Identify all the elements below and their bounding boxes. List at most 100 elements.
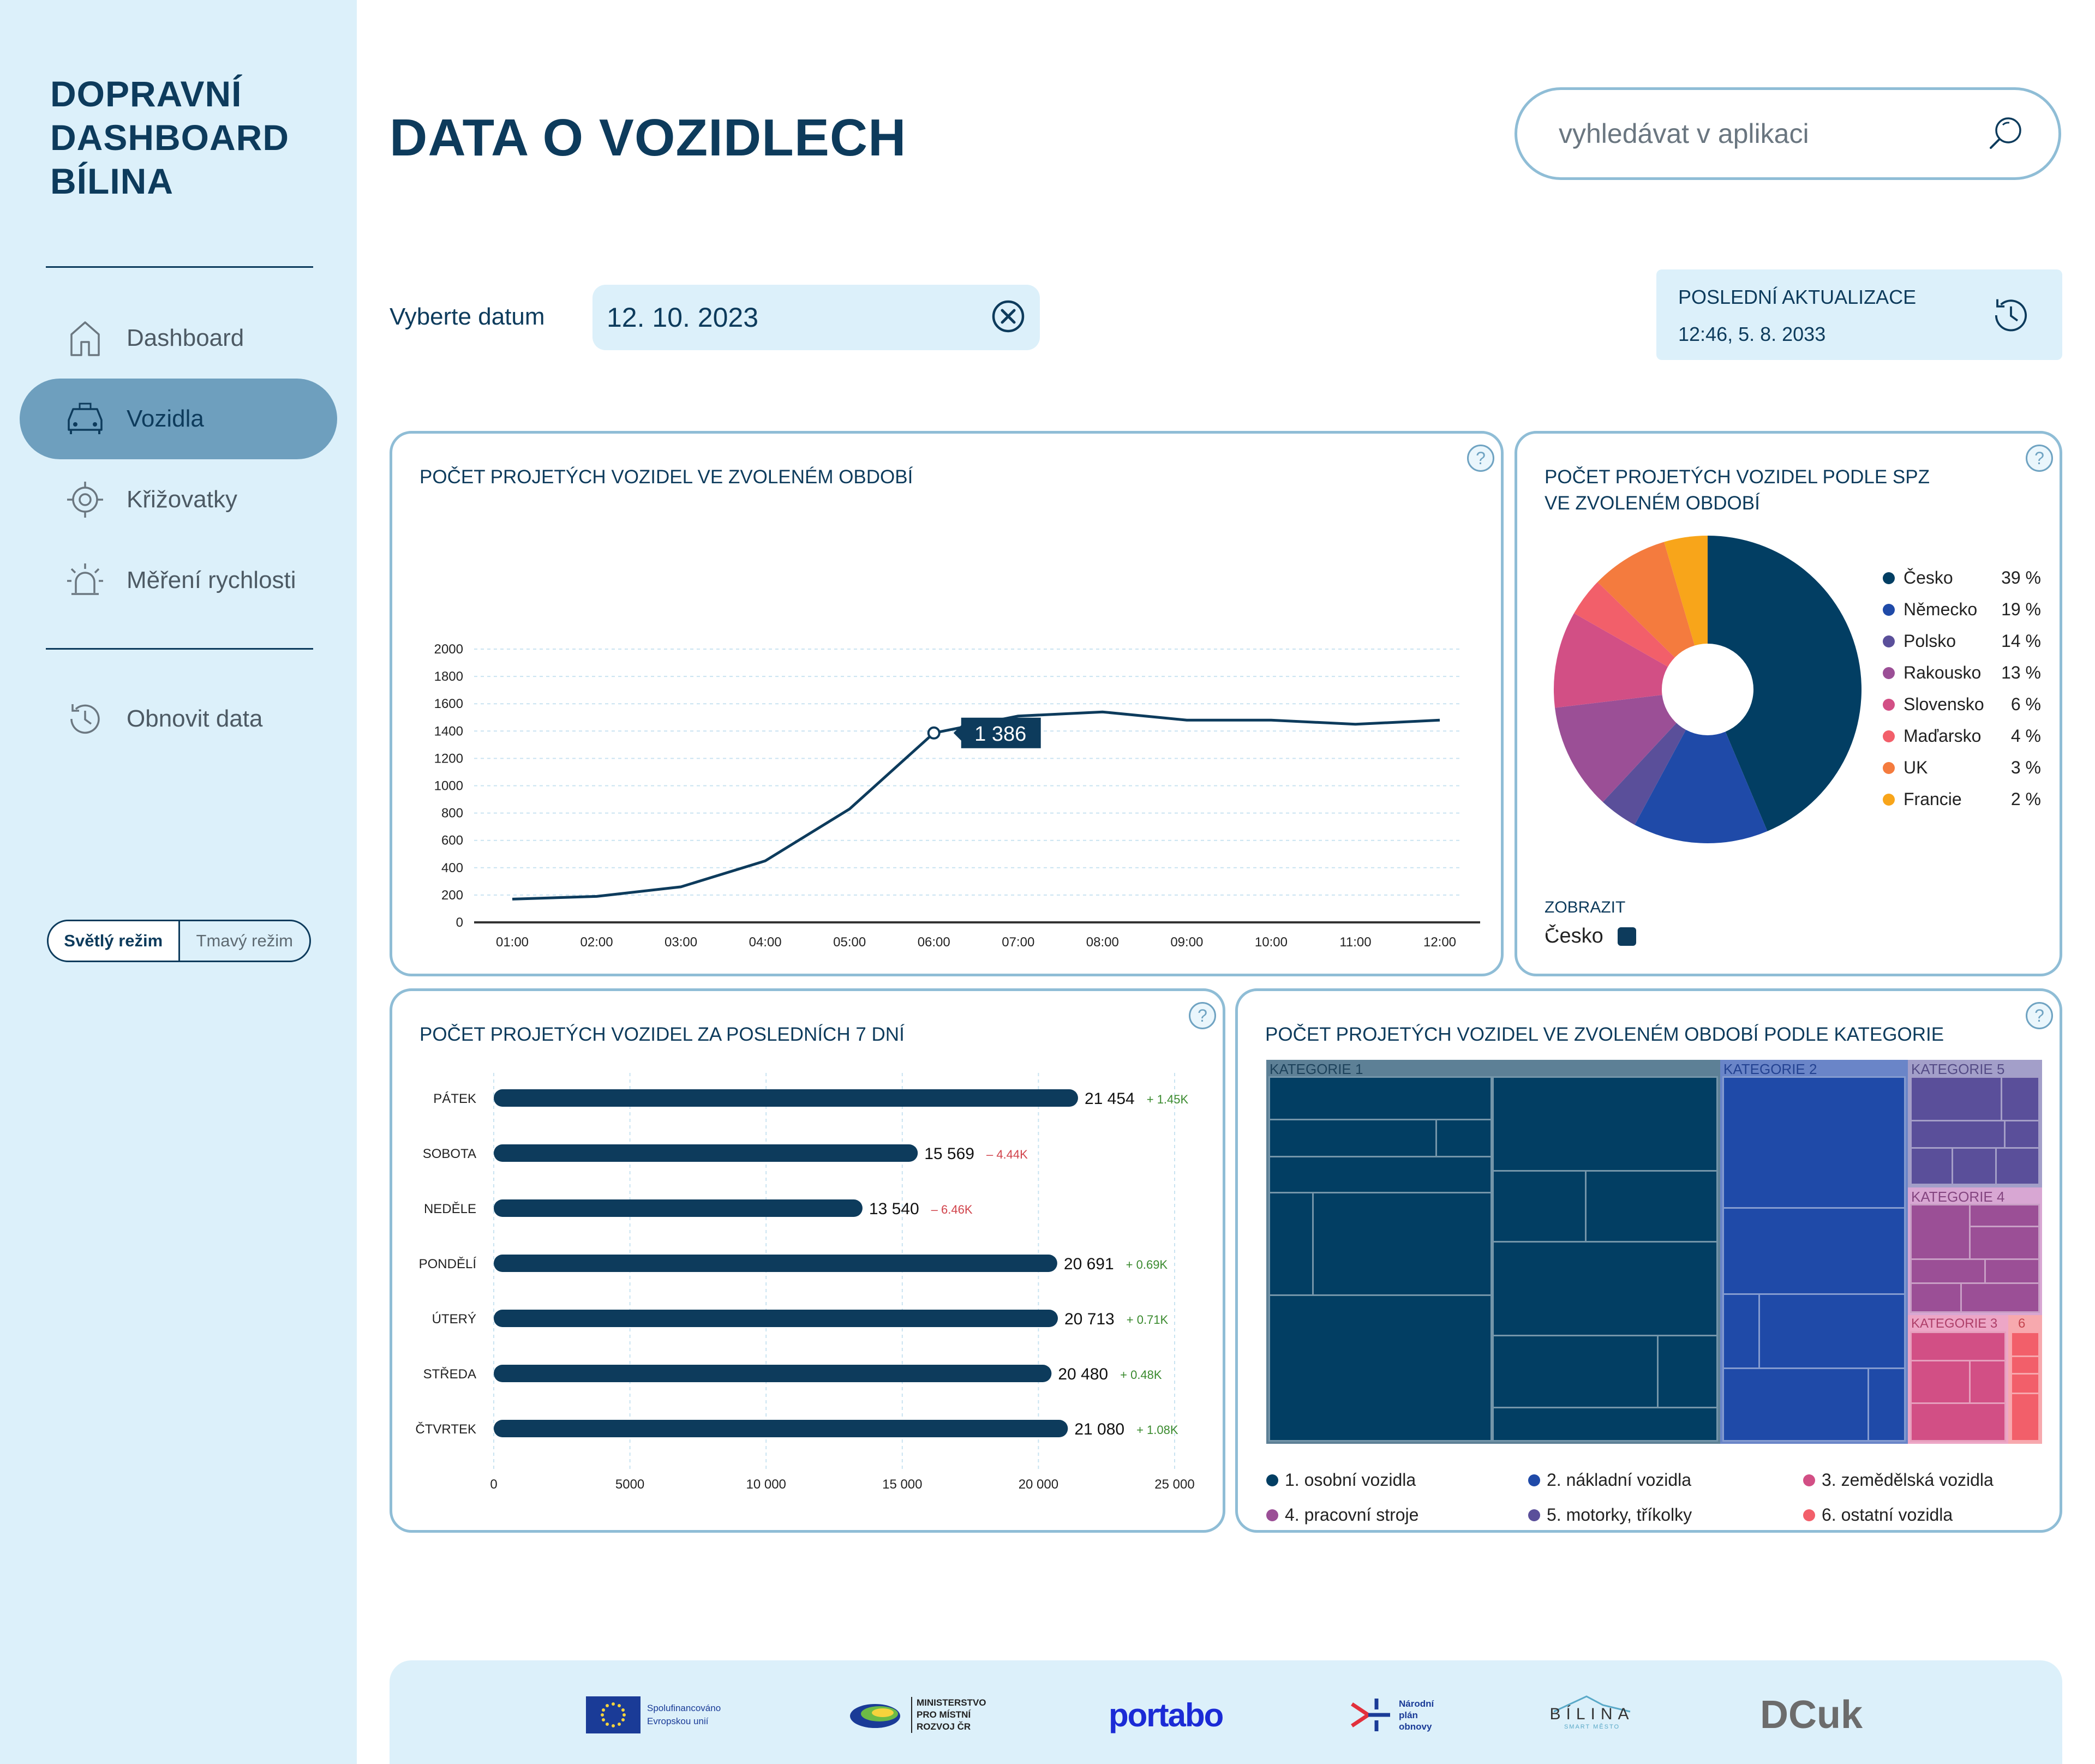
eu-logo-text: Spolufinancováno bbox=[647, 1703, 721, 1713]
bar-value-label: 20 691 bbox=[1064, 1255, 1114, 1273]
app-title: DOPRAVNÍ DASHBOARD BÍLINA bbox=[50, 72, 334, 203]
y-tick-label: 600 bbox=[441, 833, 463, 848]
legend-marker bbox=[1266, 1474, 1278, 1486]
legend-value: 3 % bbox=[2010, 758, 2041, 777]
bar-value-label: 21 080 bbox=[1074, 1420, 1124, 1438]
eu-logo: Spolufinancováno Evropskou unií bbox=[586, 1693, 721, 1737]
line-chart: 0 200 400 600 800 1000 1200 1400 1600 1800 2000 01:… bbox=[434, 642, 1480, 950]
pie-slice-česko bbox=[1708, 536, 1861, 831]
sidebar-item-dashboard[interactable]: Dashboard bbox=[20, 298, 337, 379]
clear-date-icon[interactable] bbox=[991, 299, 1026, 337]
sidebar: DOPRAVNÍ DASHBOARD BÍLINA Dashboard Vozi… bbox=[0, 0, 357, 1764]
treemap-cell bbox=[1995, 1147, 2040, 1185]
sidebar-item-krizovatky[interactable]: Křižovatky bbox=[20, 459, 337, 540]
data-label-bubble bbox=[953, 717, 1041, 748]
npo-logo-text: Národní bbox=[1399, 1698, 1434, 1709]
x-tick-label: 0 bbox=[490, 1477, 497, 1492]
treemap-group-6: 6 bbox=[2008, 1315, 2042, 1444]
treemap-cell bbox=[1984, 1258, 2040, 1285]
legend-marker bbox=[1883, 667, 1895, 679]
sidebar-divider bbox=[46, 266, 313, 268]
treemap-cell bbox=[1722, 1367, 1870, 1442]
y-tick-label: STŘEDA bbox=[423, 1367, 476, 1382]
legend-label: Polsko bbox=[1904, 631, 1956, 651]
bar bbox=[494, 1144, 918, 1162]
x-tick-label: 10:00 bbox=[1255, 935, 1288, 950]
app-title-line: BÍLINA bbox=[50, 161, 173, 201]
x-tick-label: 15 000 bbox=[882, 1477, 922, 1492]
help-icon[interactable]: ? bbox=[1189, 1002, 1216, 1029]
treemap-cell bbox=[1722, 1076, 1906, 1209]
bar-chart-card: POČET PROJETÝCH VOZIDEL ZA POSLEDNÍCH 7 … bbox=[390, 988, 1225, 1533]
y-tick-label: ČTVRTEK bbox=[415, 1421, 476, 1437]
search-bar bbox=[1515, 87, 2061, 180]
treemap-cell bbox=[1758, 1293, 1906, 1370]
treemap-cell bbox=[1268, 1294, 1492, 1442]
treemap-cell bbox=[1492, 1241, 1718, 1337]
treemap-cell bbox=[2001, 1076, 2040, 1122]
legend-label: Maďarsko bbox=[1904, 726, 1982, 746]
treemap-cell bbox=[1910, 1147, 1954, 1185]
treemap-cell bbox=[1722, 1207, 1906, 1295]
treemap-group-label: KATEGORIE 1 bbox=[1270, 1061, 1363, 1077]
sidebar-divider bbox=[46, 648, 313, 650]
treemap-cell bbox=[1910, 1282, 1962, 1313]
portabo-logo: portabo bbox=[1109, 1696, 1224, 1733]
y-tick-label: 0 bbox=[456, 915, 463, 930]
legend-item: 5. motorky, tříkolky bbox=[1528, 1505, 1692, 1525]
dark-mode-option[interactable]: Tmavý režim bbox=[196, 931, 293, 950]
mmr-logo-text: ROZVOJ ČR bbox=[917, 1721, 971, 1732]
y-tick-label: 200 bbox=[441, 888, 463, 903]
date-picker[interactable]: 12. 10. 2023 bbox=[592, 285, 1040, 350]
bar-value-label: 20 713 bbox=[1064, 1310, 1115, 1328]
legend-marker bbox=[1883, 793, 1895, 806]
legend-label: 4. pracovní stroje bbox=[1285, 1505, 1419, 1525]
footer-partners: Spolufinancováno Evropskou unií MINISTER… bbox=[390, 1660, 2062, 1764]
legend-marker bbox=[1883, 572, 1895, 584]
app-title-line: DASHBOARD bbox=[50, 117, 289, 158]
chart-title: POČET PROJETÝCH VOZIDEL PODLE SPZ VE ZVO… bbox=[1545, 464, 1930, 517]
eu-logo-text: Evropskou unií bbox=[647, 1716, 709, 1726]
treemap-group-label: KATEGORIE 5 bbox=[1911, 1061, 2005, 1077]
help-icon[interactable]: ? bbox=[1467, 445, 1494, 472]
help-icon[interactable]: ? bbox=[2026, 1002, 2053, 1029]
chart-title-line: POČET PROJETÝCH VOZIDEL PODLE SPZ bbox=[1545, 466, 1930, 488]
bar-value-label: 15 569 bbox=[924, 1145, 974, 1163]
date-value[interactable]: 12. 10. 2023 bbox=[607, 302, 759, 333]
legend-label: Rakousko bbox=[1904, 663, 1982, 682]
help-icon[interactable]: ? bbox=[2026, 445, 2053, 472]
treemap-cell bbox=[1492, 1407, 1718, 1442]
legend-value: 14 % bbox=[2001, 631, 2041, 651]
dcuk-logo: DCuk bbox=[1760, 1693, 1863, 1737]
treemap-group-label: KATEGORIE 3 bbox=[1911, 1316, 1998, 1331]
treemap-cell bbox=[1722, 1293, 1761, 1370]
search-icon[interactable] bbox=[1986, 113, 2026, 155]
treemap-cell bbox=[1969, 1360, 2006, 1405]
legend-label: 2. nákladní vozidla bbox=[1547, 1470, 1692, 1490]
legend-marker bbox=[1883, 635, 1895, 647]
y-tick-label: 1200 bbox=[434, 751, 463, 766]
sidebar-item-vozidla[interactable]: Vozidla bbox=[20, 379, 337, 459]
legend-item: 6. ostatní vozidla bbox=[1803, 1505, 1953, 1525]
legend-item: Francie 2 % bbox=[1883, 789, 2041, 809]
treemap-group-3: KATEGORIE 3 bbox=[1908, 1315, 2008, 1444]
legend-item: Maďarsko 4 % bbox=[1883, 726, 2041, 746]
sidebar-item-mereni-rychlosti[interactable]: Měření rychlosti bbox=[20, 540, 337, 621]
treemap-card: POČET PROJETÝCH VOZIDEL VE ZVOLENÉM OBDO… bbox=[1235, 988, 2062, 1533]
refresh-data-button[interactable]: Obnovit data bbox=[20, 679, 337, 759]
treemap-cell bbox=[1492, 1170, 1587, 1243]
home-icon bbox=[62, 315, 108, 361]
treemap-cell bbox=[1435, 1119, 1492, 1158]
npo-logo: Národní plán obnovy bbox=[1346, 1693, 1434, 1737]
x-tick-label: 11:00 bbox=[1339, 935, 1371, 950]
pie-filter-label: ZOBRAZIT bbox=[1545, 898, 1626, 916]
crosshair-icon bbox=[62, 477, 108, 523]
light-mode-option[interactable]: Světlý režim bbox=[49, 921, 180, 961]
y-tick-label: 800 bbox=[441, 806, 463, 821]
last-update-panel: POSLEDNÍ AKTUALIZACE 12:46, 5. 8. 2033 bbox=[1656, 269, 2062, 360]
legend-item: Česko 39 % bbox=[1883, 568, 2041, 588]
treemap-cell bbox=[2010, 1373, 2040, 1395]
search-input[interactable] bbox=[1559, 118, 1986, 149]
treemap-cell bbox=[1910, 1331, 2006, 1362]
checkbox-checked-icon[interactable] bbox=[1546, 927, 1636, 946]
